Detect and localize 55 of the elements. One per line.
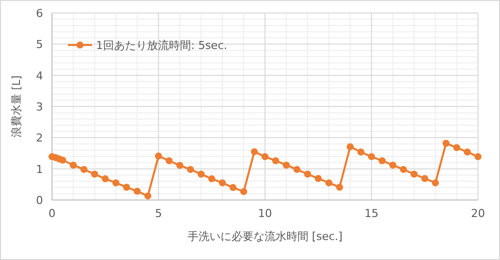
point: [410, 170, 418, 178]
point: [102, 175, 109, 182]
point: [304, 170, 312, 178]
y-tick-label: 4: [36, 69, 43, 82]
point: [272, 157, 280, 164]
point: [250, 148, 258, 156]
point: [336, 184, 344, 191]
point: [134, 188, 141, 195]
x-tick-label: 20: [471, 207, 485, 220]
y-tick-label: 3: [36, 100, 43, 114]
point: [166, 157, 173, 164]
point: [218, 179, 226, 186]
point: [262, 153, 268, 160]
point: [91, 170, 98, 178]
y-tick-label: 2: [36, 132, 43, 145]
x-tick-label: 0: [48, 207, 56, 220]
x-tick-label: 15: [364, 207, 378, 220]
y-tick-label: 0: [36, 194, 43, 207]
point: [368, 153, 375, 160]
point: [240, 188, 248, 196]
point: [293, 166, 300, 173]
x-tick-label: 10: [258, 207, 272, 220]
point: [282, 162, 290, 169]
point: [59, 156, 66, 164]
point: [155, 152, 162, 160]
point: [230, 184, 237, 192]
point: [198, 170, 205, 178]
point: [400, 166, 407, 173]
point: [432, 179, 439, 186]
y-tick-label: 5: [36, 38, 43, 52]
point: [421, 174, 428, 182]
legend-label: 1回あたり放流時間: 5sec.: [96, 39, 228, 52]
point: [464, 148, 471, 156]
point: [208, 175, 216, 182]
point: [80, 166, 88, 173]
point: [389, 162, 396, 169]
y-axis-title: 浪費水量 [L]: [10, 75, 23, 138]
x-tick-label: 5: [155, 207, 162, 220]
point: [112, 179, 120, 186]
point: [144, 192, 152, 200]
point: [474, 153, 482, 160]
y-tick-label: 1: [36, 162, 43, 176]
point: [70, 162, 77, 169]
point: [453, 144, 460, 152]
point: [123, 184, 130, 191]
point: [314, 174, 322, 182]
x-axis-title: 手洗いに必要な流水時間 [sec.]: [187, 230, 343, 243]
point: [176, 162, 184, 169]
point: [325, 179, 332, 186]
point: [378, 157, 386, 164]
point: [357, 148, 364, 156]
point: [442, 140, 450, 147]
point: [346, 143, 354, 150]
point: [186, 166, 194, 173]
y-tick-label: 6: [36, 7, 43, 20]
